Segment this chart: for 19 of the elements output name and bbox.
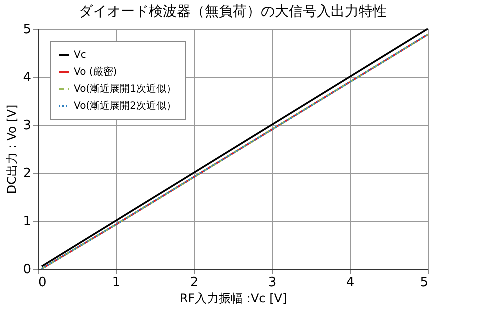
legend-label: Vo(漸近展開2次近似） <box>74 100 176 112</box>
x-tick-label: 1 <box>112 276 121 290</box>
y-tick-label: 0 <box>23 262 32 278</box>
x-axis-title: RF入力振幅 :Vc [V] <box>180 292 288 306</box>
chart-title: ダイオード検波器（無負荷）の大信号入出力特性 <box>79 4 387 20</box>
y-tick-label: 4 <box>23 70 32 86</box>
legend-label: Vo (厳密) <box>74 66 118 78</box>
x-tick-label: 5 <box>420 276 428 290</box>
legend-label: Vo(漸近展開1次近似） <box>74 83 176 95</box>
x-tick-label: 0 <box>38 276 47 290</box>
y-tick-label: 2 <box>23 166 32 182</box>
y-axis-title: DC出力 : Vo [V] <box>5 104 20 194</box>
x-tick-label: 2 <box>190 276 199 290</box>
y-tick-label: 3 <box>23 118 32 134</box>
legend-label: Vc <box>74 50 86 61</box>
x-tick-label: 3 <box>268 276 277 290</box>
y-tick-label: 1 <box>23 214 32 230</box>
x-tick-label: 4 <box>346 276 355 290</box>
y-tick-label: 5 <box>23 22 32 38</box>
